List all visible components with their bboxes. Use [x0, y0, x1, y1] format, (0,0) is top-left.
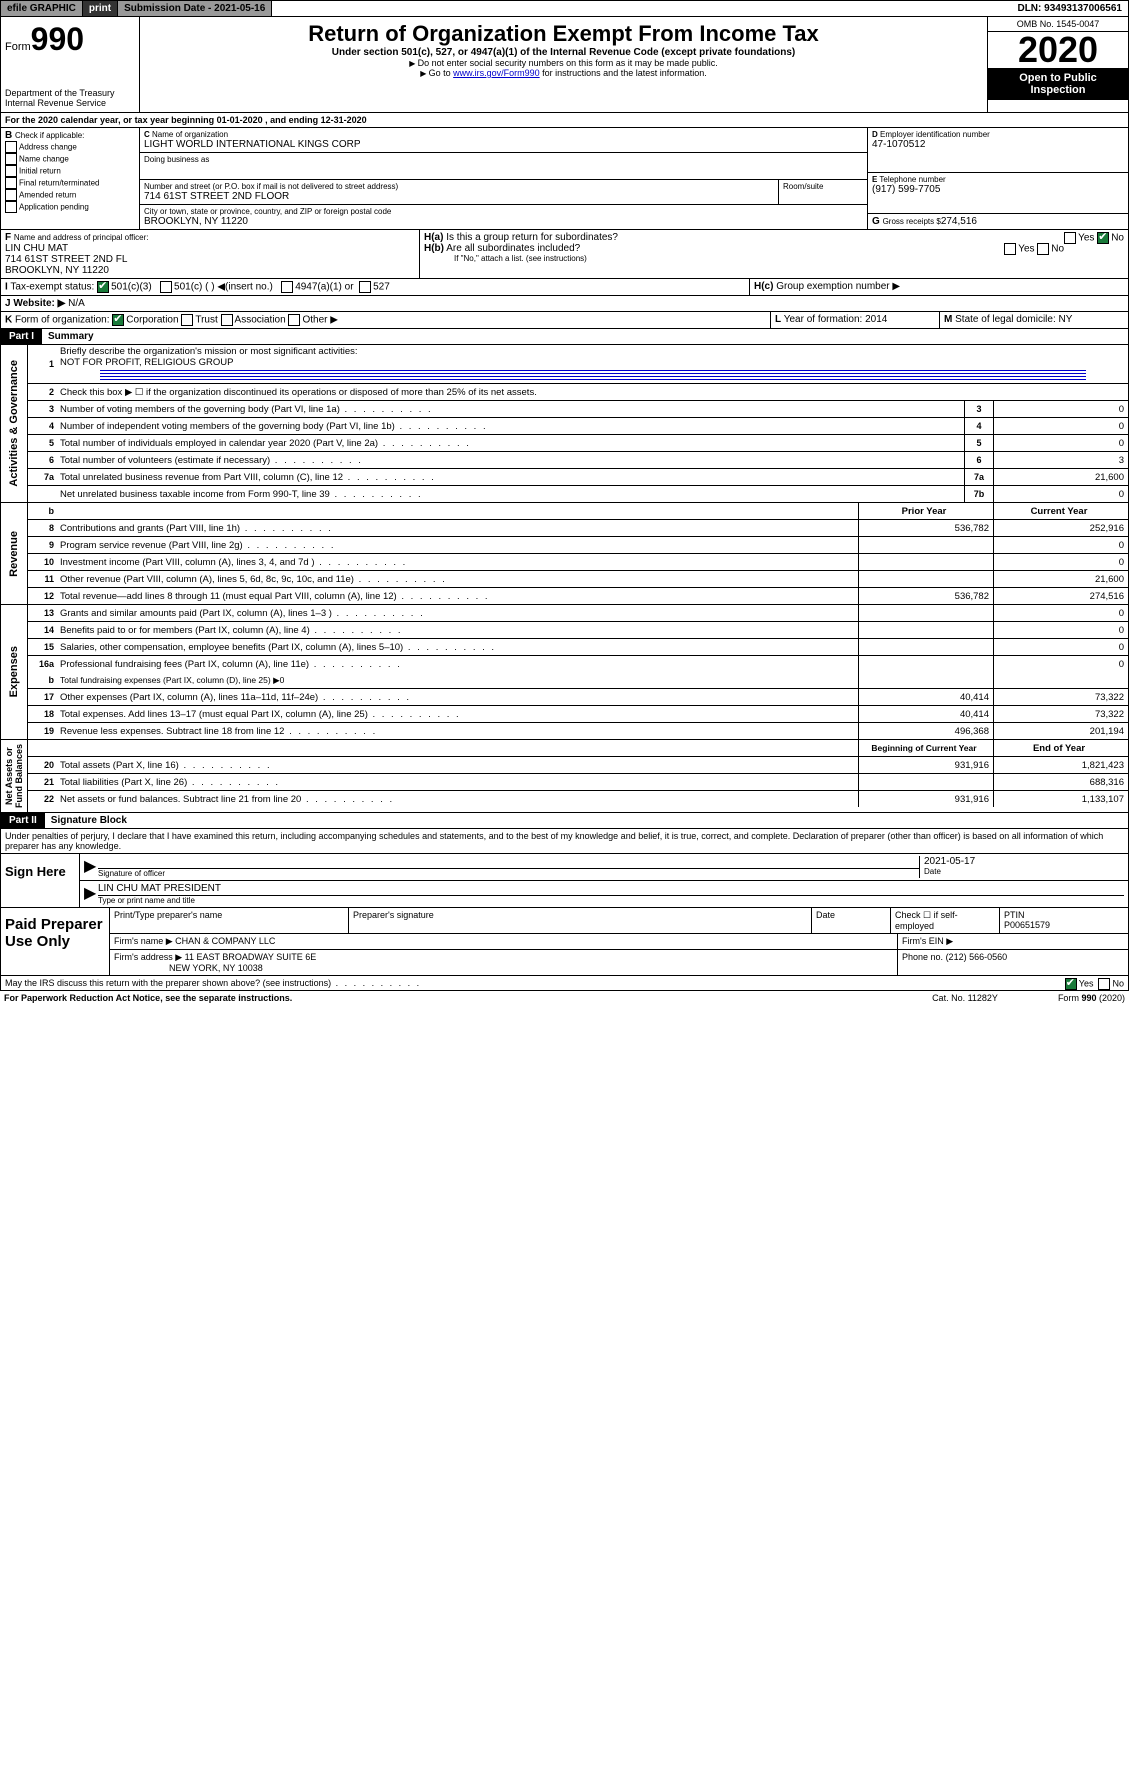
org-address: 714 61ST STREET 2ND FLOOR	[144, 191, 774, 202]
efile-button[interactable]: efile GRAPHIC	[1, 1, 83, 16]
subtitle-2: Do not enter social security numbers on …	[144, 58, 983, 68]
part1-header: Part ISummary	[0, 329, 1129, 345]
activities-governance: Activities & Governance 1Briefly describ…	[0, 345, 1129, 503]
paid-preparer: Paid Preparer Use Only Print/Type prepar…	[0, 908, 1129, 976]
form-number: 990	[31, 21, 84, 57]
tax-year: 2020	[988, 32, 1128, 68]
k-l-m-row: K Form of organization: Corporation Trus…	[0, 312, 1129, 329]
dept-treasury: Department of the Treasury Internal Reve…	[5, 88, 135, 108]
open-public: Open to Public Inspection	[988, 68, 1128, 100]
expenses-section: Expenses 13Grants and similar amounts pa…	[0, 605, 1129, 740]
org-name: LIGHT WORLD INTERNATIONAL KINGS CORP	[144, 139, 863, 150]
irs-link[interactable]: www.irs.gov/Form990	[453, 68, 540, 78]
footer: For Paperwork Reduction Act Notice, see …	[0, 991, 1129, 1005]
phone: (917) 599-7705	[872, 184, 1124, 195]
form-word: Form	[5, 41, 31, 53]
form-ref: Form 990 (2020)	[1058, 993, 1125, 1003]
submission-date: Submission Date - 2021-05-16	[118, 1, 272, 16]
part2-header: Part IISignature Block	[0, 813, 1129, 829]
netassets-section: Net Assets orFund Balances Beginning of …	[0, 740, 1129, 813]
subtitle-3: Go to www.irs.gov/Form990 for instructio…	[144, 68, 983, 78]
main-title: Return of Organization Exempt From Incom…	[144, 21, 983, 47]
top-toolbar: efile GRAPHIC print Submission Date - 20…	[0, 0, 1129, 17]
revenue-section: Revenue bPrior YearCurrent Year 8Contrib…	[0, 503, 1129, 605]
print-button[interactable]: print	[83, 1, 118, 16]
entity-block: B Check if applicable: Address change Na…	[0, 128, 1129, 230]
ein: 47-1070512	[872, 139, 1124, 150]
perjury-text: Under penalties of perjury, I declare th…	[0, 829, 1129, 854]
line-a: For the 2020 calendar year, or tax year …	[0, 113, 1129, 128]
gross-receipts: 274,516	[941, 216, 977, 227]
discuss-row: May the IRS discuss this return with the…	[0, 976, 1129, 991]
status-row: I Tax-exempt status: 501(c)(3) 501(c) ( …	[0, 279, 1129, 296]
website-row: J Website: ▶ N/A	[0, 296, 1129, 312]
dln: DLN: 93493137006561	[1011, 1, 1128, 16]
form-header: Form990 Department of the Treasury Inter…	[0, 17, 1129, 113]
org-city: BROOKLYN, NY 11220	[144, 216, 863, 227]
subtitle-1: Under section 501(c), 527, or 4947(a)(1)…	[144, 47, 983, 58]
sign-here: Sign Here ▶Signature of officer2021-05-1…	[0, 854, 1129, 908]
officer-h-block: F Name and address of principal officer:…	[0, 230, 1129, 279]
